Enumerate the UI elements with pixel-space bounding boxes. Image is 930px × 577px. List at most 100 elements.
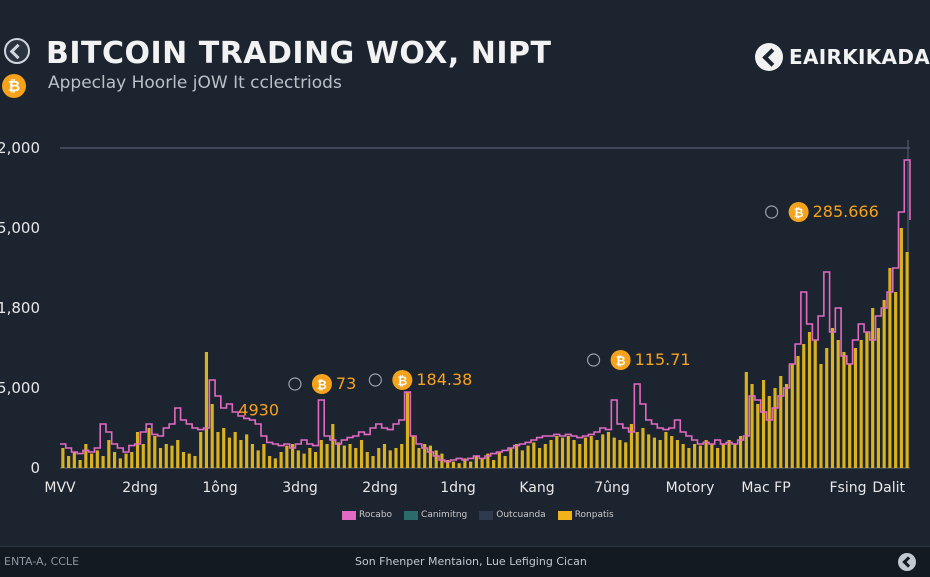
bar (572, 440, 576, 468)
brand-name: EAIRKIKADA (789, 45, 930, 69)
bar (727, 440, 731, 468)
x-tick-label: 1dng (440, 480, 476, 496)
bar (302, 453, 306, 468)
bar (589, 436, 593, 468)
bar (503, 456, 507, 468)
bar (681, 444, 685, 468)
bar (773, 388, 777, 468)
bar (641, 428, 645, 468)
annotation-label: 4930 (238, 400, 279, 419)
bar (549, 440, 553, 468)
annotation-coin (311, 374, 332, 394)
bar (291, 444, 295, 468)
bar (233, 432, 237, 468)
bar (336, 442, 341, 468)
bar (405, 392, 410, 468)
bar (279, 452, 283, 468)
bar (325, 444, 329, 468)
legend-swatch (479, 510, 494, 520)
bar (583, 437, 588, 468)
legend-item[interactable]: Outcuanda (479, 510, 546, 520)
bar (434, 450, 438, 468)
bar (78, 460, 82, 468)
bar (107, 440, 111, 468)
bar (411, 436, 415, 468)
bar (308, 448, 312, 468)
annotation-marker (288, 377, 302, 391)
legend-item[interactable]: Ronpatis (557, 510, 614, 520)
bar (348, 444, 352, 468)
bar (555, 436, 559, 468)
bar (170, 445, 174, 468)
legend-label: Outcuanda (496, 510, 546, 520)
bar (492, 460, 496, 468)
bar (882, 300, 886, 468)
brand[interactable]: EAIRKIKADA (755, 42, 930, 72)
bar (526, 445, 530, 468)
bar (130, 452, 134, 468)
annotation-coin (610, 350, 631, 370)
bar (750, 384, 754, 468)
bar (256, 450, 260, 468)
x-tick-label: Mac FP (741, 480, 790, 496)
legend-label: Ronpatis (574, 510, 614, 520)
bar (457, 463, 461, 468)
bar (629, 424, 634, 468)
bar (84, 444, 88, 468)
bar (72, 452, 76, 468)
x-tick-label: Dalit (872, 480, 905, 496)
legend-item[interactable]: Canimitng (404, 510, 467, 520)
y-tick-label: 5,000 (0, 379, 40, 397)
chart-subtitle: Appeclay Hoorle jOW It cclectriods (48, 73, 342, 93)
bar (716, 448, 720, 468)
bar (417, 448, 421, 468)
bar (497, 452, 501, 468)
bar (601, 434, 605, 468)
annotation-coin-glyph: ₿ (317, 378, 327, 392)
bar (158, 448, 163, 468)
bar (61, 448, 65, 468)
bar (193, 456, 197, 468)
bar (595, 440, 599, 468)
bar (331, 424, 335, 468)
x-tick-label: Motory (666, 480, 715, 496)
legend-label: Canimitng (421, 510, 468, 520)
bar (842, 352, 846, 468)
bar (141, 444, 145, 468)
bar (164, 444, 168, 468)
bar (830, 328, 835, 468)
bar (428, 445, 433, 468)
bar (90, 453, 94, 468)
bar (675, 440, 679, 468)
x-tick-label: 7ûng (594, 480, 630, 496)
bar (95, 450, 99, 468)
bar (825, 348, 829, 468)
bar (474, 456, 478, 468)
bar (566, 436, 570, 468)
bar (319, 440, 323, 468)
x-tick-label: Fsing (830, 480, 867, 496)
chart-svg: 0 5,000 1,800 5,000 ,2,000 MVV 2dng 1ông 3dng 2dn… (0, 139, 911, 496)
x-tick-label: 3dng (282, 480, 318, 496)
footer-logo-icon[interactable] (898, 553, 916, 571)
y-tick-label: ,2,000 (0, 139, 40, 157)
legend-swatch (342, 510, 356, 520)
annotation-coin-glyph: ₿ (397, 374, 407, 388)
x-tick-label: 1ông (202, 480, 237, 496)
bar (382, 444, 387, 468)
y-tick-label: 0 (30, 459, 40, 477)
bar (400, 444, 404, 468)
bar (520, 450, 524, 468)
bar (876, 328, 880, 468)
bar (67, 456, 71, 468)
x-tick-label: 2dng (362, 480, 398, 496)
chart-legend: Rocabo Canimitng Outcuanda Ronpatis (342, 510, 614, 520)
legend-item[interactable]: Rocabo (342, 510, 392, 520)
bar (578, 444, 582, 468)
bar (784, 384, 789, 468)
bar (819, 364, 823, 468)
bar (664, 432, 668, 468)
annotation-label: 285.666 (813, 202, 879, 221)
bar (216, 432, 220, 468)
bar (888, 268, 892, 468)
